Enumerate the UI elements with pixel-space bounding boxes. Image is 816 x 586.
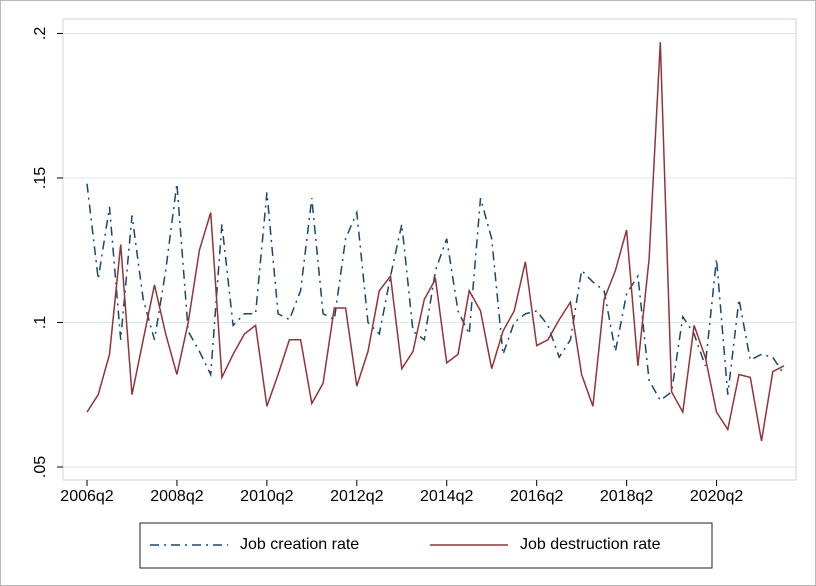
plot-area [62, 18, 797, 481]
y-tick-label: .05 [32, 456, 49, 478]
x-tick-label: 2010q2 [240, 488, 293, 505]
x-tick-label: 2016q2 [510, 488, 563, 505]
series-line [86, 42, 785, 442]
y-tick-label: .15 [32, 167, 49, 189]
y-tick-label: .2 [32, 27, 49, 40]
legend-label: Job creation rate [240, 536, 359, 553]
x-tick-label: 2018q2 [600, 488, 653, 505]
x-tick-label: 2020q2 [690, 488, 743, 505]
x-tick-label: 2012q2 [330, 488, 383, 505]
y-tick-label: .1 [32, 316, 49, 329]
legend-box [139, 522, 713, 569]
x-tick-label: 2006q2 [60, 488, 113, 505]
x-tick-label: 2014q2 [420, 488, 473, 505]
legend-label: Job destruction rate [520, 536, 661, 553]
series-line [86, 183, 785, 402]
x-tick-label: 2008q2 [150, 488, 203, 505]
